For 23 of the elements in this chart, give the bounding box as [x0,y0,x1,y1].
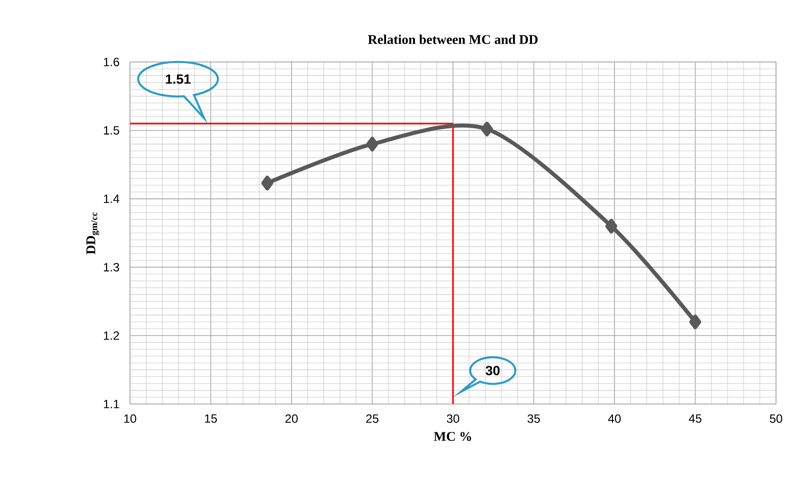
y-tick-label: 1.6 [104,58,120,66]
y-tick-label: 1.3 [104,262,120,272]
x-tick-label: 50 [770,414,782,423]
x-tick-label: 20 [285,414,298,423]
x-tick-label: 30 [446,414,460,423]
y-tick-label: 1.4 [104,194,120,203]
x-tick-label: 15 [205,414,217,423]
x-tick-label: 35 [528,414,540,423]
y-tick-label: 1.1 [104,400,120,408]
x-tick-label: 10 [124,414,136,423]
x-tick-label: 45 [688,414,702,423]
y-axis-title: DD$_{gm/cc}$ [86,212,100,254]
chart-title: Relation between MC and DD [368,34,538,44]
x-tick-label: 40 [608,414,621,423]
x-tick-label: 25 [366,414,378,423]
point [480,122,493,136]
point [689,314,702,330]
point [261,176,274,190]
point [605,218,618,234]
y-tick-label: 1.5 [104,126,120,135]
point [366,136,378,152]
y-tick-label: 1.2 [104,331,120,340]
x-axis-title: MC % [434,432,472,441]
